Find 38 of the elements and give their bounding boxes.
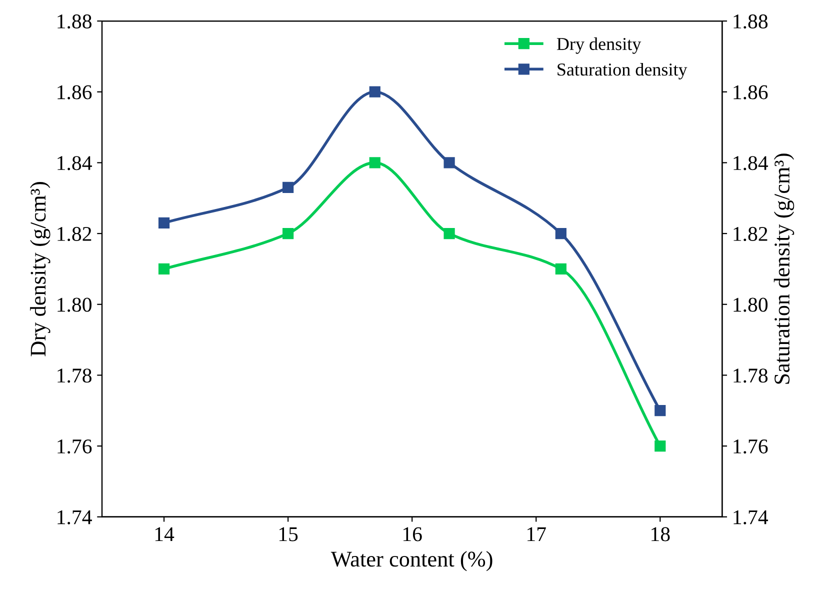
x-axis-title: Water content (%) [330, 551, 492, 572]
y-tick-label: 1.74 [58, 510, 92, 524]
y-tick-label: 1.80 [58, 298, 92, 312]
x-tick-label: 17 [528, 527, 546, 542]
y2-tick-label: 1.78 [734, 368, 768, 383]
y2-tick-label: 1.86 [734, 85, 768, 100]
y2-tick-label: 1.80 [734, 298, 768, 312]
y-tick-label: 1.88 [58, 14, 92, 29]
y2-tick-label: 1.76 [734, 439, 768, 454]
legend-label: Dry density [556, 37, 642, 54]
point [444, 228, 455, 240]
y-tick-label: 1.82 [58, 226, 92, 242]
point [282, 182, 294, 194]
point [444, 157, 455, 168]
y2-tick-label: 1.74 [734, 510, 768, 524]
y2-tick-label: 1.88 [734, 14, 768, 29]
y2-tick-label: 1.82 [734, 226, 768, 242]
y2-tick-label: 1.84 [734, 156, 768, 170]
y-axis-title: Dry density (g/cm³) [30, 182, 50, 356]
point [369, 157, 380, 168]
legend-label: Saturation density [558, 62, 688, 80]
x-tick-label: 18 [652, 527, 670, 542]
point [654, 440, 666, 452]
x-tick-label: 16 [403, 527, 422, 542]
point [282, 228, 294, 240]
x-tick-label: 15 [279, 527, 298, 542]
point [654, 405, 666, 416]
y-tick-label: 1.76 [58, 439, 92, 454]
x-tick-label: 14 [155, 527, 174, 542]
y-tick-label: 1.86 [58, 85, 92, 100]
point [555, 228, 566, 240]
y-tick-label: 1.84 [58, 156, 92, 170]
point [158, 263, 170, 275]
y2-axis-title: Saturation density (g/cm³) [774, 154, 794, 384]
point [158, 217, 170, 228]
point [555, 263, 566, 275]
y-tick-label: 1.78 [58, 368, 92, 383]
point [369, 86, 380, 98]
